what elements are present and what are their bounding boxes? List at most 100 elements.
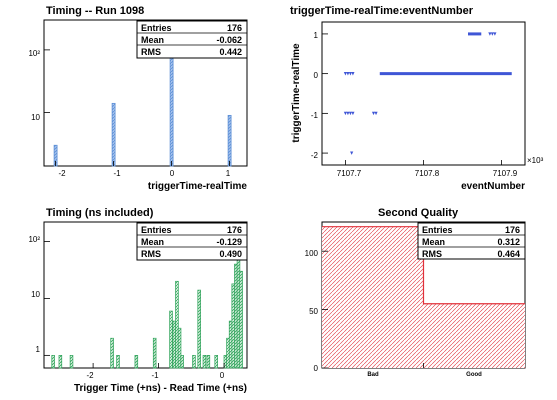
timing-ns-rms-value: 0.490 xyxy=(219,249,242,259)
second-quality-statbox-frame xyxy=(417,222,526,260)
second-quality-ticks xyxy=(322,250,424,369)
timing-ns-mean-value: -0.129 xyxy=(216,237,242,247)
second-quality-entries-value: 176 xyxy=(505,225,520,235)
timing-ns-bar-11 xyxy=(180,355,184,369)
timing-ns-frame xyxy=(43,221,248,369)
timing-run-bar-1 xyxy=(111,102,116,167)
timing-run-mean-value: -0.062 xyxy=(216,35,242,45)
timing-run-rms-value: 0.442 xyxy=(219,47,242,57)
scatter-ytick-m1: -1 xyxy=(311,111,319,120)
second-quality-ytick-0: 0 xyxy=(314,364,319,373)
timing-ns-bar-16 xyxy=(214,355,218,369)
timing-ns-ytick-1: 1 xyxy=(36,345,41,354)
timing-run-ytick-10: 10 xyxy=(31,113,40,122)
scatter-point-4 xyxy=(343,111,348,116)
second-quality-bars xyxy=(322,226,525,368)
scatter-point-12 xyxy=(490,32,494,36)
timing-run-entries-label: Entries xyxy=(141,23,172,33)
timing-run-statbox: Entries 176 Mean -0.062 RMS 0.442 xyxy=(136,20,248,59)
scatter-xtick-7107-9: 7107.9 xyxy=(493,169,518,178)
scatter-point-1 xyxy=(346,72,350,76)
timing-run-xtick-0: 0 xyxy=(170,169,175,178)
timing-ns-xtick-m1: -1 xyxy=(151,371,159,380)
timing-ns-ticks xyxy=(44,241,225,368)
timing-ns-bar-23 xyxy=(239,270,243,369)
timing-ns-rms-label: RMS xyxy=(141,249,161,259)
second-quality-title: Second Quality xyxy=(378,207,459,219)
timing-ns-title: Timing (ns included) xyxy=(46,207,154,219)
timing-run-ticks xyxy=(44,49,231,166)
second-quality-mean-value: 0.312 xyxy=(497,237,520,247)
scatter-xtick-7107-7: 7107.7 xyxy=(337,169,362,178)
timing-ns-bar-4 xyxy=(116,355,120,369)
second-quality-rms-label: RMS xyxy=(422,249,442,259)
scatter-xtick-7107-8: 7107.8 xyxy=(415,169,440,178)
second-quality-rms-value: 0.464 xyxy=(497,249,520,259)
scatter-xlabel: eventNumber xyxy=(461,181,525,192)
scatter-point-8 xyxy=(350,151,354,155)
timing-run-xtick-m1: -1 xyxy=(113,169,121,178)
timing-run-rms-label: RMS xyxy=(141,47,161,57)
timing-ns-statbox-frame xyxy=(136,222,248,261)
timing-ns-entries-label: Entries xyxy=(141,225,172,235)
timing-ns-bar-0 xyxy=(51,355,55,369)
timing-ns-bar-6 xyxy=(152,337,157,369)
timing-run-title: Timing -- Run 1098 xyxy=(46,5,144,17)
second-quality-xtick-bad: Bad xyxy=(367,372,379,378)
second-quality-entries-label: Entries xyxy=(422,225,453,235)
panel-timing-ns: Timing (ns included) 1 10 10² -2 -1 0 Tr… xyxy=(28,207,248,394)
scatter-x-multiplier: ×10³ xyxy=(527,156,544,165)
timing-run-mean-label: Mean xyxy=(141,35,164,45)
timing-run-bar-3 xyxy=(227,114,232,167)
timing-ns-bar-12 xyxy=(192,355,196,369)
second-quality-xtick-good: Good xyxy=(466,372,482,378)
scatter-title: triggerTime-realTime:eventNumber xyxy=(290,5,474,17)
scatter-point-0 xyxy=(343,72,348,76)
timing-ns-bar-1 xyxy=(58,355,63,369)
scatter-ytick-m2: -2 xyxy=(311,151,319,160)
timing-run-statbox-frame xyxy=(136,20,248,59)
panel-timing-run: Timing -- Run 1098 10 10² -2 -1 0 1 trig… xyxy=(28,5,248,192)
scatter-point-11 xyxy=(488,32,492,36)
timing-ns-entries-value: 176 xyxy=(227,225,242,235)
timing-ns-ytick-100: 10² xyxy=(28,235,40,244)
scatter-point-13 xyxy=(493,32,497,36)
scatter-point-5 xyxy=(346,111,350,116)
timing-run-xlabel: triggerTime-realTime xyxy=(148,181,248,192)
timing-ns-bar-2 xyxy=(69,355,74,369)
timing-ns-xtick-m2: -2 xyxy=(86,371,94,380)
second-quality-mean-label: Mean xyxy=(422,237,445,247)
panel-scatter: triggerTime-realTime:eventNumber 1 0 -1 … xyxy=(290,5,544,192)
timing-ns-xtick-0: 0 xyxy=(220,371,225,380)
timing-ns-bar-14 xyxy=(202,355,207,369)
timing-run-entries-value: 176 xyxy=(227,23,242,33)
timing-ns-bar-9 xyxy=(175,280,179,369)
scatter-point-3 xyxy=(351,72,355,76)
second-quality-ytick-50: 50 xyxy=(309,307,318,316)
timing-ns-mean-label: Mean xyxy=(141,237,164,247)
panel-second-quality: Second Quality 0 50 100 Bad Good Entries… xyxy=(305,207,526,378)
scatter-point-7 xyxy=(351,111,355,116)
scatter-points xyxy=(343,32,512,155)
second-quality-ytick-100: 100 xyxy=(305,249,319,258)
timing-ns-bar-3 xyxy=(110,337,114,369)
timing-ns-bar-10 xyxy=(177,327,182,369)
second-quality-bar-0 xyxy=(322,226,424,368)
timing-run-xtick-m2: -2 xyxy=(58,169,66,178)
timing-run-xtick-1: 1 xyxy=(226,169,231,178)
timing-ns-bar-5 xyxy=(134,355,139,369)
timing-run-ytick-100: 10² xyxy=(28,49,40,58)
timing-ns-ytick-10: 10 xyxy=(31,290,40,299)
second-quality-outline xyxy=(322,226,525,305)
timing-ns-bar-15 xyxy=(206,355,211,369)
scatter-frame xyxy=(321,21,526,166)
timing-ns-bar-7 xyxy=(169,310,173,369)
scatter-ytick-0: 0 xyxy=(314,71,319,80)
second-quality-statbox: Entries 176 Mean 0.312 RMS 0.464 xyxy=(417,222,526,260)
scatter-ytick-1: 1 xyxy=(314,31,319,40)
scatter-point-10 xyxy=(374,111,378,116)
scatter-point-9 xyxy=(371,111,376,116)
timing-ns-statbox: Entries 176 Mean -0.129 RMS 0.490 xyxy=(136,222,248,261)
scatter-ylabel: triggerTime-realTime xyxy=(291,43,302,143)
